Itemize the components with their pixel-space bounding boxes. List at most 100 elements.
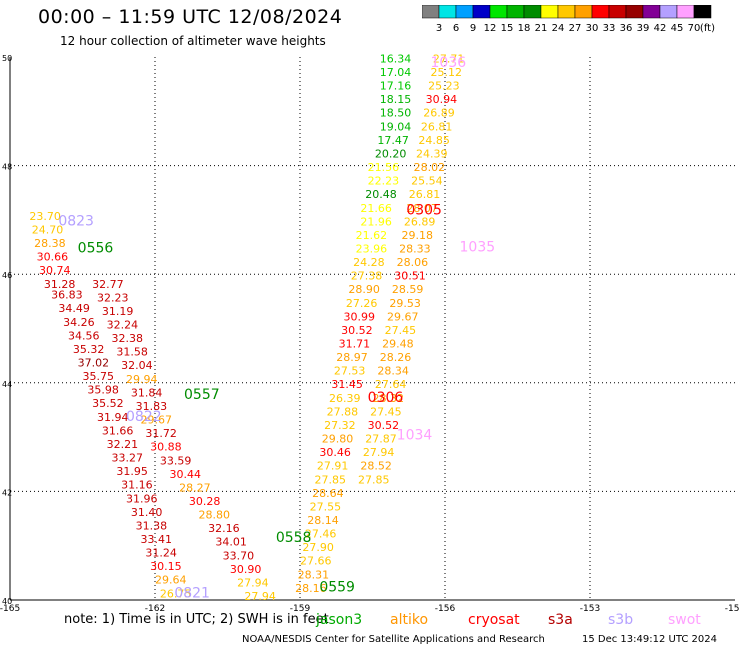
wave-height-label: 29.67 (387, 310, 419, 323)
mission-label: s3b (608, 612, 634, 628)
wave-height-label: 19.04 (380, 120, 412, 133)
colorbar-swatch (693, 5, 712, 19)
pass-time-label: 0821 (174, 585, 210, 601)
wave-height-label: 29.64 (155, 574, 187, 587)
wave-height-label: 29.80 (322, 433, 354, 446)
wave-height-label: 27.88 (327, 405, 359, 418)
mission-label: jason3 (316, 612, 363, 628)
wave-height-label: 30.15 (150, 560, 182, 573)
credit-text: NOAA/NESDIS Center for Satellite Applica… (242, 634, 545, 645)
wave-height-label: 34.26 (63, 316, 95, 329)
pass-time-label: 0558 (276, 530, 312, 546)
wave-height-label: 27.45 (370, 405, 402, 418)
wave-height-label: 31.72 (145, 427, 177, 440)
wave-height-label: 17.16 (380, 80, 412, 93)
wave-height-label: 22.23 (368, 175, 400, 188)
wave-height-label: 27.94 (363, 446, 395, 459)
wave-height-label: 32.77 (92, 278, 124, 291)
wave-height-label: 32.16 (208, 522, 240, 535)
wave-height-label: 29.67 (141, 414, 173, 427)
wave-height-label: 30.51 (394, 270, 426, 283)
wave-height-label: 31.19 (102, 305, 134, 318)
colorbar-tick-label: 24 (552, 23, 565, 34)
y-tick-label: 50 (2, 54, 12, 63)
y-tick-label: 40 (2, 597, 12, 606)
wave-height-label: 27.85 (315, 473, 347, 486)
wave-height-label: 32.24 (107, 319, 138, 332)
wave-height-label: 30.74 (39, 264, 71, 277)
x-tick-label: -165 (0, 604, 20, 612)
wave-height-label: 28.97 (336, 351, 368, 364)
wave-height-label: 29.18 (402, 229, 434, 242)
wave-height-label: 28.64 (312, 487, 344, 500)
wave-height-label: 34.56 (68, 329, 100, 342)
wave-height-label: 32.04 (121, 359, 152, 372)
wave-height-label: 28.59 (392, 283, 424, 296)
mission-label: cryosat (468, 612, 520, 628)
pass-time-label: 0823 (58, 213, 94, 229)
wave-height-label: 30.52 (341, 324, 373, 337)
x-tick-label: -153 (580, 604, 600, 612)
wave-height-label: 23.96 (356, 242, 388, 255)
wave-height-label: 28.27 (179, 481, 211, 494)
wave-height-label: 18.50 (380, 107, 412, 120)
wave-height-label: 26.39 (329, 392, 361, 405)
wave-height-label: 28.38 (34, 237, 66, 250)
colorbar-tick-label: 12 (484, 23, 497, 34)
wave-height-label: 16.34 (380, 52, 412, 65)
pass-time-label: 1035 (460, 239, 496, 255)
colorbar-tick-label: 21 (535, 23, 548, 34)
colorbar-tick-label: 18 (518, 23, 531, 34)
wave-height-label: 27.66 (300, 555, 332, 568)
wave-height-label: 17.04 (380, 66, 412, 79)
colorbar-unit: (ft) (700, 23, 715, 34)
wave-height-label: 30.99 (344, 310, 376, 323)
wave-height-label: 32.21 (107, 438, 138, 451)
wave-height-label: 30.66 (37, 251, 68, 264)
x-tick-label: -159 (290, 604, 311, 612)
wave-height-label: 27.55 (310, 500, 342, 513)
wave-height-label: 26.75 (160, 587, 192, 600)
wave-height-label: 31.83 (136, 400, 168, 413)
pass-time-label: 0305 (406, 202, 442, 218)
wave-height-label: 33.59 (160, 454, 192, 467)
colorbar-tick-label: 27 (569, 23, 582, 34)
wave-height-label: 31.95 (116, 465, 148, 478)
wave-height-label: 31.24 (145, 547, 177, 560)
wave-height-label: 28.33 (399, 242, 431, 255)
colorbar-tick-label: 33 (603, 23, 616, 34)
wave-height-label: 28.34 (377, 365, 409, 378)
wave-height-map: -165 -162 -159 -156 -153 -150 40 42 44 46 48 50 16.3… (0, 52, 740, 612)
wave-height-label: 27.53 (334, 365, 366, 378)
wave-height-label: 27.94 (237, 576, 269, 589)
colorbar-legend: 3 6 9 12 15 18 21 24 27 30 33 36 39 42 45 70 (ft) (422, 5, 715, 34)
wave-height-label: 25.23 (428, 80, 460, 93)
wave-height-label: 31.28 (44, 278, 75, 291)
wave-height-label: 28.02 (414, 161, 446, 174)
wave-height-label: 21.66 (360, 202, 392, 215)
wave-height-label: 34.49 (58, 302, 89, 315)
pass-time-label: 0556 (78, 240, 114, 256)
wave-height-label: 20.48 (365, 188, 397, 201)
wave-height-label: 33.41 (141, 533, 173, 546)
wave-height-label: 21.56 (368, 161, 400, 174)
wave-height-label: 28.52 (360, 460, 392, 473)
colorbar-tick-label: 39 (637, 23, 650, 34)
wave-height-label: 29.94 (126, 373, 158, 386)
pass-time-label: 0559 (319, 579, 355, 595)
wave-height-label: 28.26 (380, 351, 412, 364)
x-tick-label: -150 (725, 604, 740, 612)
wave-height-label: 25.54 (411, 175, 443, 188)
wave-height-label: 29.48 (382, 338, 414, 351)
wave-height-label: 27.85 (358, 473, 390, 486)
wave-height-label: 31.16 (121, 479, 152, 492)
wave-height-label: 33.70 (223, 549, 255, 562)
x-tick-label: -162 (145, 604, 165, 612)
y-tick-label: 42 (2, 488, 12, 497)
mission-label: s3a (548, 612, 573, 628)
wave-height-label: 28.07 (406, 202, 438, 215)
generated-timestamp: 15 Dec 13:49:12 UTC 2024 (582, 634, 717, 645)
wave-height-label: 26.89 (423, 107, 455, 120)
wave-height-label: 21.62 (356, 229, 388, 242)
wave-height-label: 27.64 (375, 378, 407, 391)
